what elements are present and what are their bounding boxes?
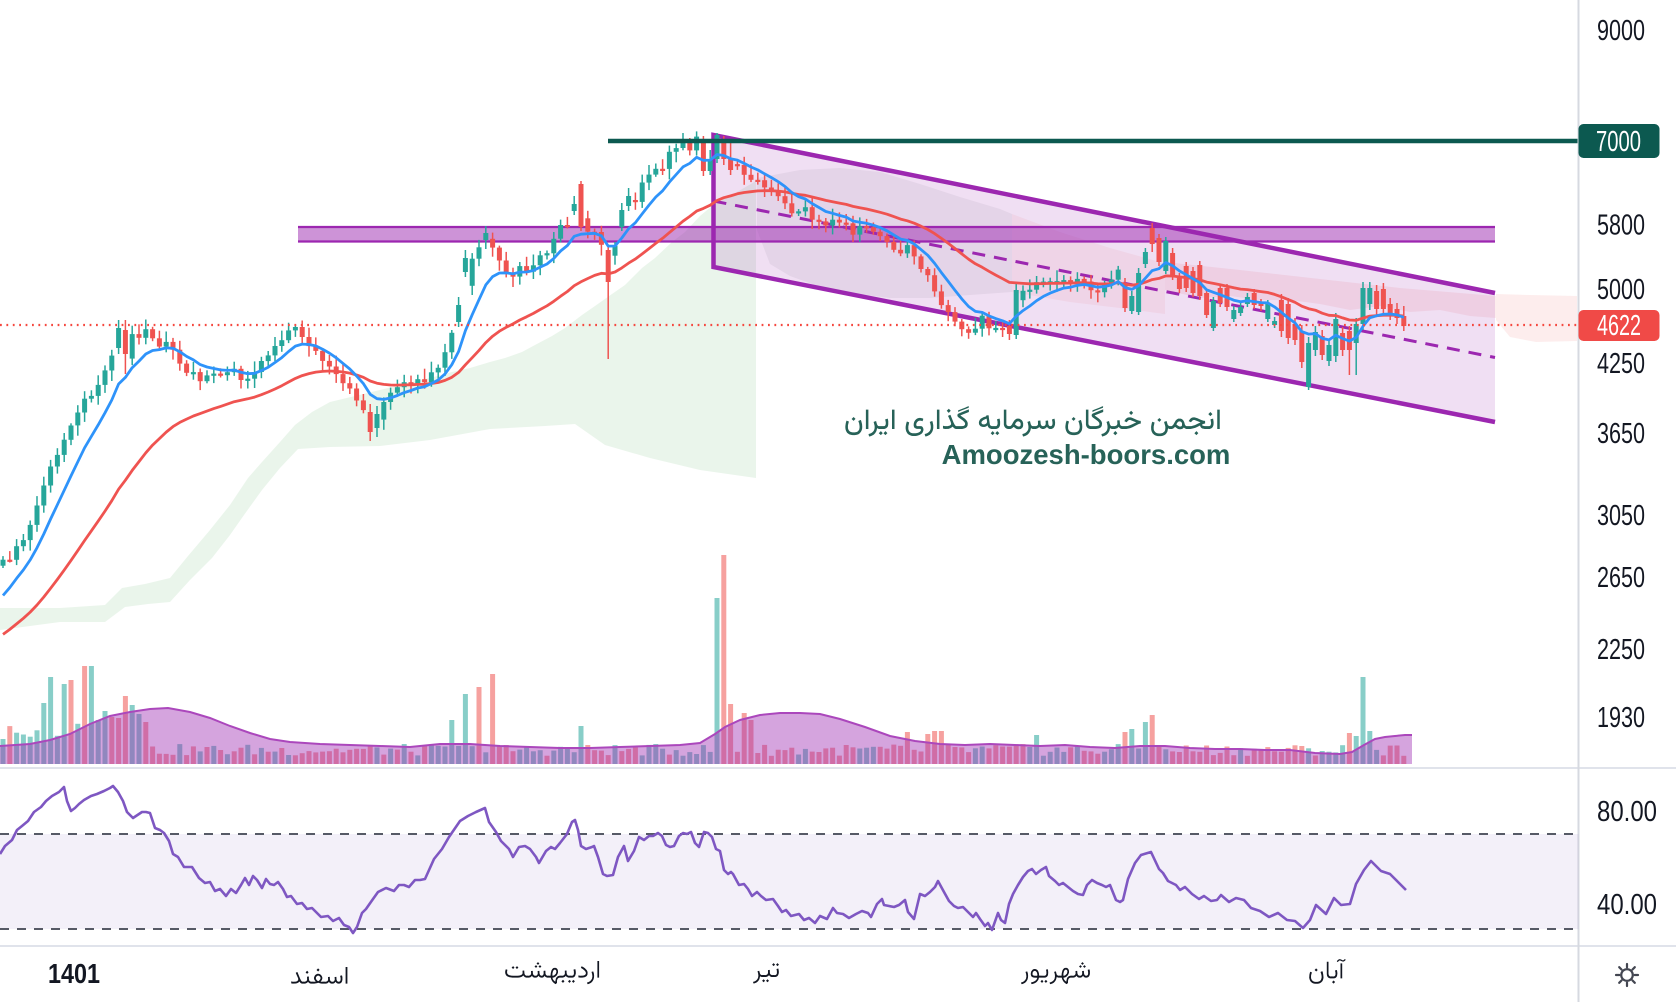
svg-text:2250: 2250 [1597, 634, 1645, 666]
svg-text:40.00: 40.00 [1597, 889, 1657, 921]
svg-text:9000: 9000 [1597, 15, 1645, 47]
svg-text:4622: 4622 [1597, 310, 1641, 342]
svg-text:4250: 4250 [1597, 348, 1645, 380]
svg-text:Amoozesh-boors.com: Amoozesh-boors.com [942, 439, 1231, 470]
svg-text:1930: 1930 [1597, 702, 1645, 734]
svg-text:80.00: 80.00 [1597, 796, 1657, 828]
svg-text:7000: 7000 [1596, 126, 1641, 158]
svg-text:5800: 5800 [1597, 210, 1645, 242]
svg-text:3650: 3650 [1597, 418, 1645, 450]
svg-text:3050: 3050 [1597, 500, 1645, 532]
svg-text:5000: 5000 [1597, 274, 1645, 306]
svg-text:1401: 1401 [48, 958, 100, 989]
svg-text:2650: 2650 [1597, 562, 1645, 594]
